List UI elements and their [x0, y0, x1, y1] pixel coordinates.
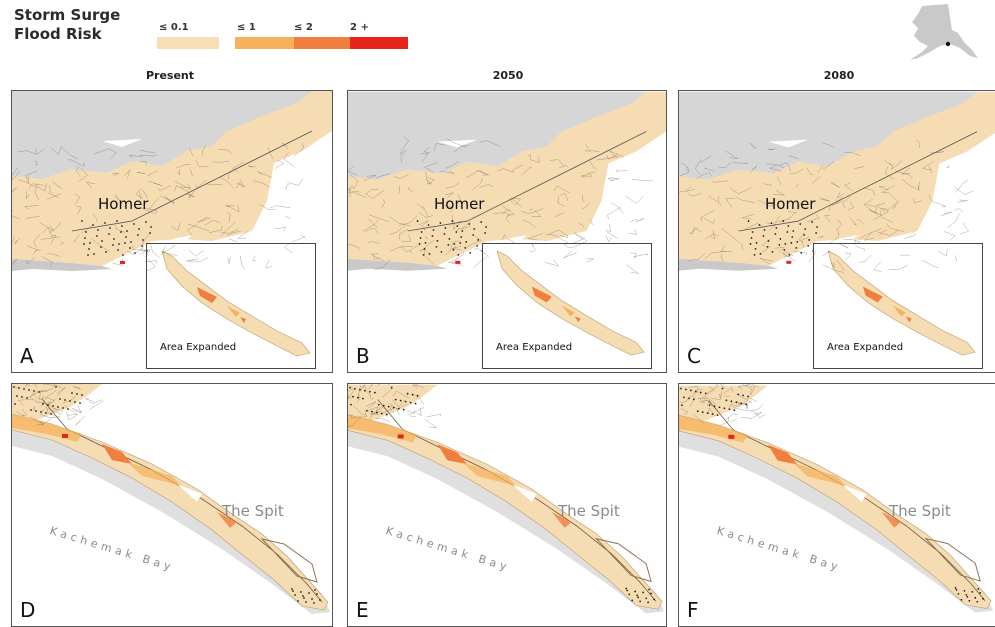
- legend-title: Storm Surge Flood Risk: [14, 6, 120, 44]
- map-panel-a: Homer Area Expanded A: [11, 90, 333, 373]
- legend-swatch-2: [294, 37, 350, 49]
- the-spit-label: The Spit: [889, 502, 951, 520]
- column-title-2080: 2080: [823, 69, 855, 82]
- homer-map: [348, 91, 666, 356]
- homer-map: [679, 91, 995, 356]
- legend-swatch-1: [235, 37, 294, 49]
- map-panel-e: The Spit Kachemak Bay E: [347, 383, 667, 627]
- map-panel-f: The Spit Kachemak Bay F: [678, 383, 995, 627]
- the-spit-label: The Spit: [558, 502, 620, 520]
- area-expanded-label: Area Expanded: [496, 342, 573, 353]
- panel-letter: D: [20, 598, 36, 622]
- panel-letter: A: [20, 344, 34, 368]
- panel-letter: F: [687, 598, 699, 622]
- map-panel-b: Homer Area Expanded B: [347, 90, 667, 373]
- panel-letter: C: [687, 344, 701, 368]
- alaska-locator-map: [910, 4, 978, 60]
- place-label-homer: Homer: [765, 195, 816, 213]
- expanded-area-box: [813, 243, 983, 369]
- spit-map: [348, 384, 665, 614]
- expanded-area-box: [482, 243, 652, 369]
- area-expanded-label: Area Expanded: [160, 342, 237, 353]
- homer-map: [12, 91, 332, 357]
- legend-title-line1: Storm Surge: [14, 6, 121, 24]
- legend-label-3: 2 +: [350, 22, 369, 33]
- legend-label-1: ≤ 1: [237, 22, 256, 33]
- place-label-homer: Homer: [98, 195, 149, 213]
- spit-map: [12, 384, 330, 614]
- spit-map: [679, 384, 994, 613]
- column-title-2050: 2050: [492, 69, 524, 82]
- panel-letter: B: [356, 344, 370, 368]
- column-title-present: Present: [145, 69, 195, 82]
- map-panel-d: The Spit Kachemak Bay D: [11, 383, 333, 627]
- panel-letter: E: [356, 598, 369, 622]
- the-spit-label: The Spit: [222, 502, 284, 520]
- flood-risk-legend: ≤ 0.1 ≤ 1 ≤ 2 2 +: [157, 22, 417, 52]
- area-expanded-label: Area Expanded: [827, 342, 904, 353]
- map-panel-c: Homer Area Expanded C: [678, 90, 995, 373]
- legend-swatch-0: [157, 37, 219, 49]
- legend-label-0: ≤ 0.1: [159, 22, 189, 33]
- legend-title-line2: Flood Risk: [14, 25, 102, 43]
- legend-label-2: ≤ 2: [294, 22, 313, 33]
- expanded-area-box: [146, 243, 316, 369]
- place-label-homer: Homer: [434, 195, 485, 213]
- legend-swatch-3: [350, 37, 408, 49]
